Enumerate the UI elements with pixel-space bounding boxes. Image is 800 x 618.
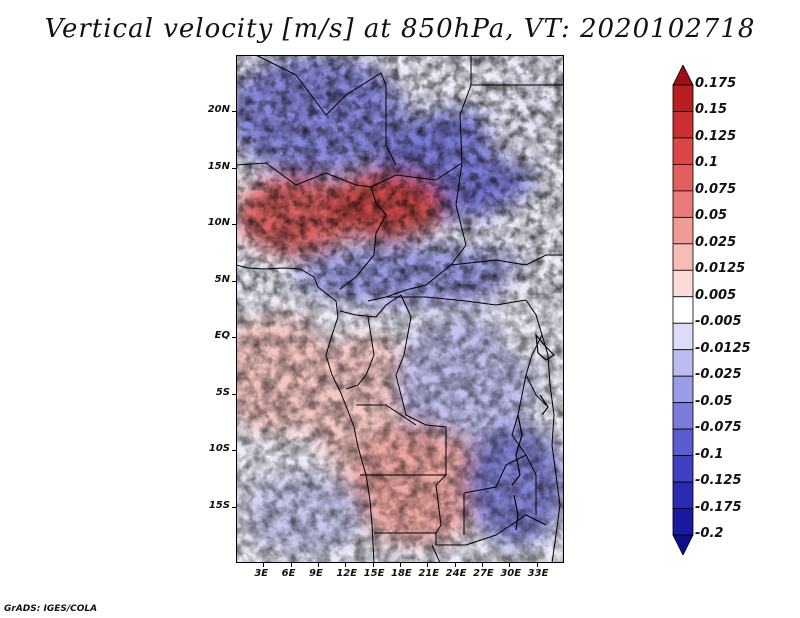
lat-tick xyxy=(232,337,236,339)
colorbar-segment xyxy=(672,243,694,271)
colorbar-segment xyxy=(672,216,694,245)
lat-label: 15S xyxy=(208,499,230,511)
lat-label: 5N xyxy=(214,273,230,285)
lon-tick xyxy=(482,563,483,567)
velocity-field xyxy=(236,55,564,563)
lon-label: 24E xyxy=(445,568,467,579)
lon-label: 3E xyxy=(254,568,269,579)
colorbar-segment xyxy=(672,269,694,298)
colorbar-label: 0.15 xyxy=(695,102,728,118)
colorbar-label: 0.0125 xyxy=(695,261,746,277)
lon-tick xyxy=(454,563,456,567)
map-plot-area xyxy=(236,55,564,563)
lat-label: 10S xyxy=(208,443,230,455)
colorbar-label: -0.125 xyxy=(695,473,742,489)
colorbar-label: 0.1 xyxy=(695,155,719,171)
colorbar-segment xyxy=(672,428,694,456)
colorbar-label: 0.005 xyxy=(695,287,737,303)
lakes xyxy=(511,333,555,531)
lon-tick xyxy=(263,563,265,567)
colorbar-segment xyxy=(672,137,694,165)
colorbar-label: -0.175 xyxy=(695,499,742,515)
colorbar-segment xyxy=(672,164,694,192)
colorbar-label: -0.2 xyxy=(695,526,724,541)
colorbar-segment xyxy=(672,111,694,139)
colorbar-label: 0.175 xyxy=(695,76,737,91)
colorbar-segment xyxy=(672,84,694,112)
lat-label: 20N xyxy=(207,104,230,116)
lon-label: 30E xyxy=(500,568,522,579)
colorbar-segment xyxy=(672,296,694,324)
colorbar-label: -0.075 xyxy=(695,420,742,436)
lon-label: 6E xyxy=(281,568,296,579)
colorbar-label: 0.05 xyxy=(695,208,728,224)
colorbar-label: 0.025 xyxy=(695,234,737,250)
lat-tick xyxy=(232,506,236,508)
lat-tick xyxy=(232,393,236,395)
lon-tick xyxy=(427,563,429,567)
lat-tick xyxy=(232,224,236,226)
lon-tick xyxy=(400,563,401,567)
lat-label: 5S xyxy=(215,386,230,398)
lat-tick xyxy=(232,450,236,452)
colorbar-segment xyxy=(672,534,694,555)
colorbar-segment xyxy=(672,322,694,351)
colorbar-label: -0.005 xyxy=(695,314,742,330)
lon-label: 27E xyxy=(473,568,494,579)
lon-tick xyxy=(509,563,511,567)
lon-label: 33E xyxy=(527,568,549,579)
colorbar-segment xyxy=(672,190,694,218)
colorbar-segment xyxy=(672,481,694,509)
colorbar-label: -0.1 xyxy=(695,446,724,462)
lon-label: 12E xyxy=(336,568,358,579)
colorbar-segment xyxy=(672,375,694,404)
colorbar-label: 0.125 xyxy=(695,128,737,144)
colorbar-segment xyxy=(672,508,694,536)
lon-label: 21E xyxy=(418,568,440,579)
lon-tick xyxy=(318,563,319,567)
lon-tick xyxy=(345,563,347,567)
lat-tick xyxy=(232,111,236,113)
colorbar-label: -0.0125 xyxy=(695,340,751,356)
lat-label: 15N xyxy=(207,160,230,172)
colorbar-segment xyxy=(672,402,694,430)
lat-tick xyxy=(232,167,236,169)
lon-label: 9E xyxy=(309,568,323,579)
lon-tick xyxy=(536,563,538,567)
lat-label: 10N xyxy=(207,217,230,229)
lon-label: 18E xyxy=(391,568,412,579)
colorbar-segment xyxy=(672,65,694,86)
colorbar-label: -0.05 xyxy=(695,393,733,409)
lat-tick xyxy=(232,280,236,282)
colorbar-segment xyxy=(672,349,694,377)
colorbar-label: 0.075 xyxy=(695,181,737,197)
lon-tick xyxy=(290,563,292,567)
lon-label: 15E xyxy=(363,568,385,579)
grads-credit: GrADS: IGES/COLA xyxy=(4,604,98,614)
colorbar-label: -0.025 xyxy=(695,367,742,383)
colorbar xyxy=(672,65,694,555)
lat-label: EQ xyxy=(214,330,230,342)
lon-tick xyxy=(372,563,374,567)
country-borders xyxy=(236,55,564,563)
map-title: Vertical velocity [m/s] at 850hPa, VT: 2… xyxy=(44,14,756,44)
colorbar-segment xyxy=(672,455,694,483)
